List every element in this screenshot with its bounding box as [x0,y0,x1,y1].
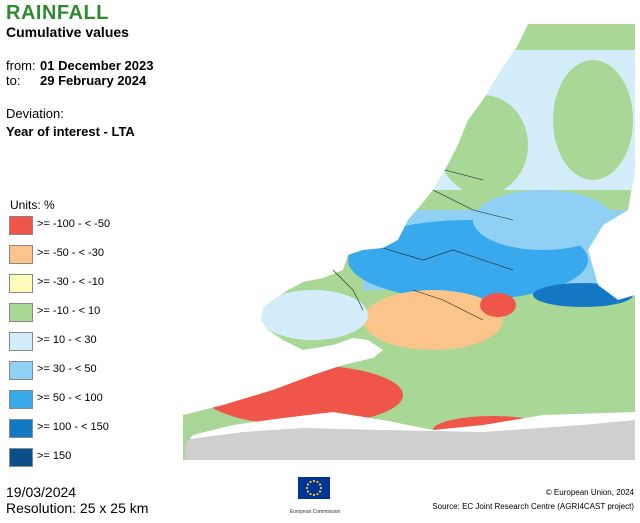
legend-label: >= 10 - < 30 [37,334,97,346]
legend-units: Units: % [10,198,55,212]
eu-star [316,492,319,496]
eu-star [318,483,322,486]
legend-label: >= -100 - < -50 [37,218,111,230]
deviation-value: Year of interest - LTA [6,124,135,139]
map-title: RAINFALL [6,2,109,24]
country-borders [332,169,514,321]
legend-label: >= 30 - < 50 [37,363,97,375]
eu-star [312,493,316,497]
legend-swatch [9,245,33,264]
legend-label: >= -30 - < -10 [37,276,104,288]
eu-star [305,486,309,490]
legend-label: >= -10 - < 10 [37,305,101,317]
deviation-label: Deviation: [6,106,64,121]
eu-stars [305,479,323,497]
eu-flag-logo [298,477,330,499]
eu-star [318,490,322,493]
period-from-value: 01 December 2023 [40,58,154,73]
source-credit: Source: EC Joint Research Centre (AGRI4C… [432,502,634,511]
legend-swatch [9,390,33,409]
period-to-value: 29 February 2024 [40,73,147,88]
period-to: to: 29 February 2024 [6,73,146,88]
eu-star [309,492,312,496]
eu-star [316,480,319,484]
eu-star [309,480,312,484]
eu-star [306,483,310,486]
eu-star [306,490,310,493]
legend-swatch [9,274,33,293]
legend-label: >= 50 - < 100 [37,392,103,404]
legend-swatch [9,332,33,351]
legend-swatch [9,216,33,235]
resolution: Resolution: 25 x 25 km [6,500,149,516]
legend-label: >= 100 - < 150 [37,421,109,433]
rainfall-deviation-map [183,20,635,460]
eu-star [319,486,323,490]
legend-swatch [9,303,33,322]
logo-caption: European Commission [289,509,341,515]
period-from: from: 01 December 2023 [6,58,153,73]
legend-swatch [9,448,33,467]
map-subtitle: Cumulative values [6,24,129,40]
period-to-label: to: [6,73,21,88]
eu-star [312,479,316,483]
issue-date: 19/03/2024 [6,484,77,500]
no-data-region-south [183,420,635,460]
legend-swatch [9,419,33,438]
period-from-label: from: [6,58,36,73]
copyright: © European Union, 2024 [545,488,634,497]
legend-label: >= -50 - < -30 [37,247,104,259]
legend-swatch [9,361,33,380]
legend-label: >= 150 [37,450,72,462]
